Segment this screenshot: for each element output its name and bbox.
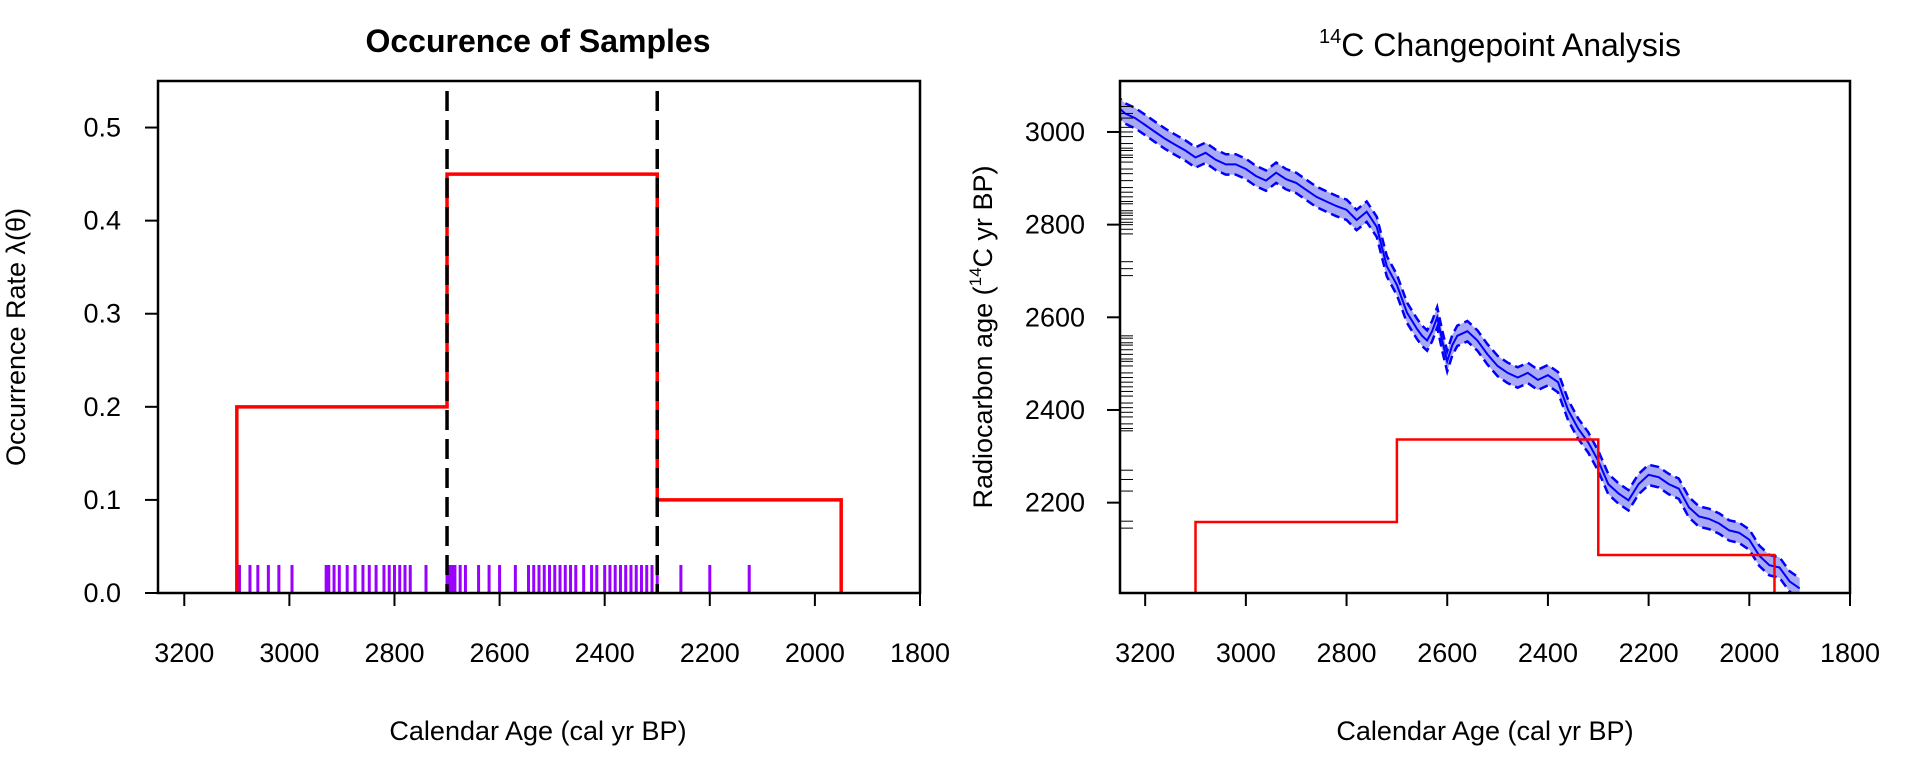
changepoint-lines — [445, 91, 659, 593]
x-tick-label: 1800 — [890, 638, 950, 668]
right-y-label-sup: 14 — [966, 267, 985, 286]
x-tick-label: 3200 — [154, 638, 214, 668]
left-title: Occurence of Samples — [365, 23, 710, 59]
x-tick-label: 2800 — [1317, 638, 1377, 668]
right-x-axis-label: Calendar Age (cal yr BP) — [1336, 716, 1633, 746]
y-tick-label: 0.2 — [83, 392, 121, 422]
right-y-label-post: C yr BP) — [968, 165, 998, 267]
y-tick-label: 2400 — [1025, 395, 1085, 425]
left-x-axis: 3200 3000 2800 2600 2400 2200 2000 1800 — [154, 593, 950, 668]
y-tick-label: 2800 — [1025, 210, 1085, 240]
rate-step-line-inset — [1194, 438, 1776, 593]
x-tick-label: 2000 — [785, 638, 845, 668]
calibration-lower-bound — [1120, 117, 1794, 593]
left-y-axis-label: Occurrence Rate λ(θ) — [1, 208, 31, 466]
y-tick-label: 0.1 — [83, 485, 121, 515]
sample-rug — [237, 565, 751, 593]
y-tick-label: 2600 — [1025, 302, 1085, 332]
rate-step-path — [235, 172, 843, 593]
y-tick-label: 0.3 — [83, 299, 121, 329]
x-tick-label: 2800 — [364, 638, 424, 668]
rate-step-line — [235, 172, 843, 593]
y-tick-label: 0.5 — [83, 113, 121, 143]
x-tick-label: 3200 — [1115, 638, 1175, 668]
right-y-axis: 2200 2400 2600 2800 3000 — [1025, 117, 1120, 518]
occurrence-panel: Occurence of Samples 3200 3000 2800 2600 240… — [1, 23, 950, 746]
changepoint-panel: 14C Changepoint Analysis 3200 3000 2800 260… — [966, 26, 1880, 746]
x-tick-label: 3000 — [1216, 638, 1276, 668]
y-tick-label: 2200 — [1025, 488, 1085, 518]
right-y-axis-label: Radiocarbon age (14C yr BP) — [966, 165, 998, 508]
x-tick-label: 2200 — [1619, 638, 1679, 668]
right-x-axis: 3200 3000 2800 2600 2400 2200 2000 1800 — [1115, 593, 1880, 668]
y-tick-label: 0.4 — [83, 206, 121, 236]
x-tick-label: 2400 — [575, 638, 635, 668]
left-y-axis: 0.0 0.1 0.2 0.3 0.4 0.5 — [83, 113, 158, 608]
x-tick-label: 2400 — [1518, 638, 1578, 668]
y-tick-label: 3000 — [1025, 117, 1085, 147]
x-tick-label: 2000 — [1719, 638, 1779, 668]
right-title-superscript: 14 — [1319, 26, 1341, 48]
right-title-text: C Changepoint Analysis — [1341, 27, 1681, 63]
x-tick-label: 2600 — [1417, 638, 1477, 668]
x-tick-label: 2200 — [680, 638, 740, 668]
right-title: 14C Changepoint Analysis — [1319, 26, 1681, 63]
rate-step-inset-path — [1194, 438, 1776, 593]
radiocarbon-rug — [1120, 105, 1133, 529]
right-plot-frame — [1118, 79, 1852, 595]
x-tick-label: 2600 — [470, 638, 530, 668]
calibration-band — [1120, 98, 1800, 593]
x-tick-label: 3000 — [259, 638, 319, 668]
left-plot-frame — [156, 79, 922, 595]
right-y-label-pre: Radiocarbon age ( — [968, 286, 998, 508]
left-x-axis-label: Calendar Age (cal yr BP) — [389, 716, 686, 746]
y-tick-label: 0.0 — [83, 578, 121, 608]
calibration-upper-bound — [1120, 96, 1801, 580]
x-tick-label: 1800 — [1820, 638, 1880, 668]
calibration-curve — [1120, 107, 1801, 590]
